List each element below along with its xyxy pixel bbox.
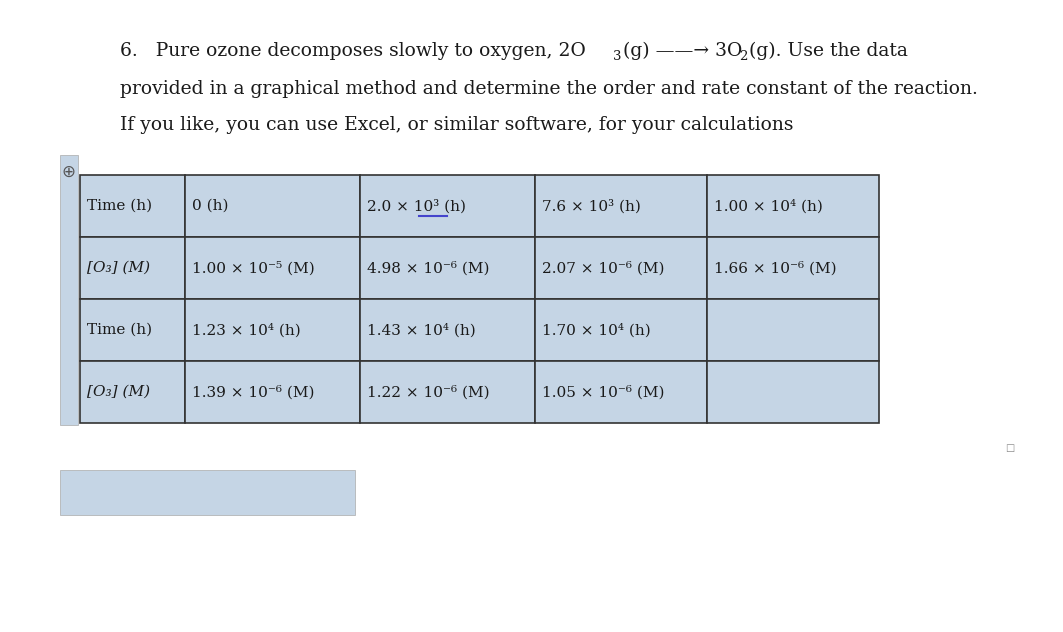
Text: 1.00 × 10⁴ (h): 1.00 × 10⁴ (h) — [714, 199, 823, 213]
Text: 2: 2 — [739, 50, 747, 63]
Bar — [360, 299, 535, 361]
Text: ⊕: ⊕ — [61, 163, 74, 181]
Text: 0 (h): 0 (h) — [192, 199, 229, 213]
Bar — [707, 175, 879, 237]
Text: 1.66 × 10⁻⁶ (M): 1.66 × 10⁻⁶ (M) — [714, 261, 837, 275]
Text: [O₃] (M): [O₃] (M) — [87, 261, 150, 275]
Text: 1.22 × 10⁻⁶ (M): 1.22 × 10⁻⁶ (M) — [367, 385, 490, 399]
Bar — [185, 237, 360, 299]
Text: 7.6 × 10³ (h): 7.6 × 10³ (h) — [542, 199, 641, 213]
Bar — [80, 361, 185, 423]
Bar — [185, 361, 360, 423]
Bar — [707, 299, 879, 361]
Text: [O₃] (M): [O₃] (M) — [87, 385, 150, 399]
Text: □: □ — [1006, 443, 1014, 453]
Text: 1.05 × 10⁻⁶ (M): 1.05 × 10⁻⁶ (M) — [542, 385, 664, 399]
Bar — [707, 361, 879, 423]
Bar — [360, 175, 535, 237]
Text: 1.70 × 10⁴ (h): 1.70 × 10⁴ (h) — [542, 323, 651, 337]
Bar — [80, 237, 185, 299]
Bar — [535, 361, 707, 423]
Text: 2.07 × 10⁻⁶ (M): 2.07 × 10⁻⁶ (M) — [542, 261, 664, 275]
Text: 1.43 × 10⁴ (h): 1.43 × 10⁴ (h) — [367, 323, 476, 337]
Bar — [360, 237, 535, 299]
Text: If you like, you can use Excel, or similar software, for your calculations: If you like, you can use Excel, or simil… — [120, 116, 793, 134]
Text: 6.   Pure ozone decomposes slowly to oxygen, 2O: 6. Pure ozone decomposes slowly to oxyge… — [120, 42, 586, 60]
Text: 4.98 × 10⁻⁶ (M): 4.98 × 10⁻⁶ (M) — [367, 261, 489, 275]
Bar — [707, 237, 879, 299]
Text: Time (h): Time (h) — [87, 199, 152, 213]
Bar — [185, 299, 360, 361]
Text: (g). Use the data: (g). Use the data — [749, 42, 908, 60]
Bar — [60, 155, 78, 425]
Bar — [535, 175, 707, 237]
Text: 1.00 × 10⁻⁵ (M): 1.00 × 10⁻⁵ (M) — [192, 261, 315, 275]
Text: 2.0 × 10³ (h): 2.0 × 10³ (h) — [367, 199, 466, 213]
Bar — [80, 299, 185, 361]
Text: Time (h): Time (h) — [87, 323, 152, 337]
Text: 1.39 × 10⁻⁶ (M): 1.39 × 10⁻⁶ (M) — [192, 385, 315, 399]
Bar — [535, 237, 707, 299]
Text: 3: 3 — [613, 50, 622, 63]
Text: provided in a graphical method and determine the order and rate constant of the : provided in a graphical method and deter… — [120, 80, 978, 98]
Bar — [535, 299, 707, 361]
Bar — [185, 175, 360, 237]
Bar — [60, 470, 355, 515]
Text: (g) ——→ 3O: (g) ——→ 3O — [623, 42, 742, 60]
Bar — [80, 175, 185, 237]
Text: 1.23 × 10⁴ (h): 1.23 × 10⁴ (h) — [192, 323, 301, 337]
Bar — [360, 361, 535, 423]
